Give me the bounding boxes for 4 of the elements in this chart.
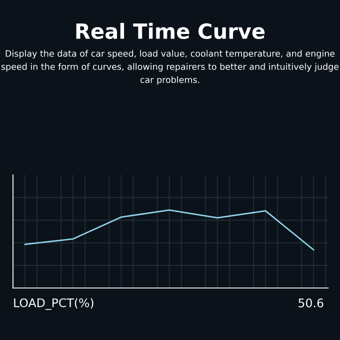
chart-title: Real Time Curve [76,22,265,40]
chart-subtitle: Display the data of car speed, load value, coolant temperature, and engine speed in the form of curves, allowing repairers to better and intuitively judge car problems. [1,50,339,85]
text: 50.6 [298,298,324,308]
x-axis-title: LOAD_PCT(%) [14,298,94,310]
